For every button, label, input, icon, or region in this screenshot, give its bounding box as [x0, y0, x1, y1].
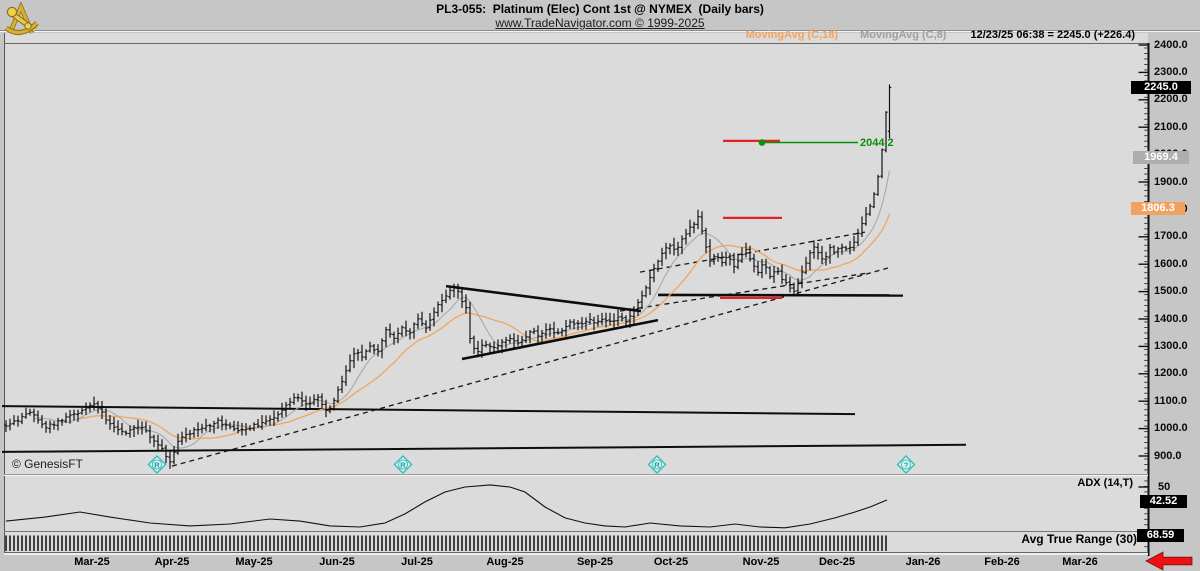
- ma18-legend-label[interactable]: MovingAvg (C,18): [745, 29, 839, 41]
- month-label-Mar-25: Mar-25: [74, 556, 110, 568]
- month-label-Jun-25: Jun-25: [319, 556, 355, 568]
- month-label-Aug-25: Aug-25: [486, 556, 524, 568]
- pattern-marker-R[interactable]: R: [647, 455, 667, 474]
- green-target-dot: [758, 139, 766, 146]
- month-label-Mar-26: Mar-26: [1062, 556, 1098, 568]
- ohlc-bars: [4, 84, 892, 469]
- genesis-watermark: © GenesisFT: [12, 457, 83, 471]
- ma8-value-badge: 1969.4: [1133, 151, 1189, 164]
- month-label-Jan-26: Jan-26: [905, 556, 941, 568]
- atr-histogram: [5, 535, 887, 551]
- header-divider-light: [0, 31, 1200, 32]
- price-axis-tick-1700.0: 1700.0: [1154, 230, 1188, 243]
- atr-value-badge: 68.59: [1137, 529, 1184, 542]
- genesis-sextant-logo-icon: [4, 2, 39, 35]
- svg-text:R: R: [654, 460, 660, 469]
- price-axis-tick-1300.0: 1300.0: [1154, 339, 1188, 352]
- atr-panel-label: Avg True Range (30): [1021, 532, 1137, 546]
- month-label-May-25: May-25: [235, 556, 273, 568]
- month-label-Jul-25: Jul-25: [401, 556, 433, 568]
- ma8-line: [33, 170, 891, 449]
- price-axis-tick-1400.0: 1400.0: [1154, 312, 1188, 325]
- chart-plot-background: [4, 33, 1148, 552]
- price-axis-tick-1000.0: 1000.0: [1154, 422, 1188, 435]
- month-label-Oct-25: Oct-25: [653, 556, 689, 568]
- scroll-left-arrow-icon[interactable]: [1143, 551, 1195, 571]
- adx-value-badge: 42.52: [1140, 495, 1187, 508]
- price-axis-tick-1600.0: 1600.0: [1154, 257, 1188, 270]
- price-axis-tick-2100.0: 2100.0: [1154, 120, 1188, 133]
- last-quote-text: 12/23/25 06:38 = 2245.0 (+226.4): [970, 29, 1135, 41]
- pattern-markers: R R R?: [147, 455, 916, 474]
- indicator-legend: MovingAvg (C,18) MovingAvg (C,8) 12/23/25 …: [560, 29, 1135, 41]
- month-label-Apr-25: Apr-25: [154, 556, 190, 568]
- adx-50-tick-label: 50: [1158, 481, 1171, 493]
- support-resistance-lines: [1, 284, 967, 453]
- svg-text:R: R: [154, 460, 160, 469]
- website-link[interactable]: www.TradeNavigator.com © 1999-2025: [495, 16, 705, 30]
- header-divider-dark: [0, 30, 1200, 31]
- month-label-Nov-25: Nov-25: [742, 556, 780, 568]
- ma8-legend-label[interactable]: MovingAvg (C,8): [860, 29, 947, 41]
- price-axis-tick-2200.0: 2200.0: [1154, 93, 1188, 106]
- price-axis-tick-1100.0: 1100.0: [1154, 394, 1188, 407]
- svg-text:?: ?: [904, 460, 909, 469]
- chart-title: PL3-055: Platinum (Elec) Cont 1st @ NYME…: [436, 2, 764, 16]
- month-label-Feb-26: Feb-26: [984, 556, 1020, 568]
- price-axis-tick-1500.0: 1500.0: [1154, 285, 1188, 298]
- red-level-lines: [720, 139, 782, 300]
- pattern-marker-?[interactable]: ?: [896, 455, 916, 474]
- adx-line: [5, 484, 888, 529]
- price-axis-tick-900.0: 900.0: [1154, 449, 1182, 462]
- ma18-line: [73, 213, 891, 440]
- price-axis-tick-1200.0: 1200.0: [1154, 367, 1188, 380]
- adx-panel-label: ADX (14,T): [1077, 477, 1133, 489]
- price-axis-tick-2400.0: 2400.0: [1154, 38, 1188, 51]
- ma18-value-badge: 1806.3: [1131, 202, 1185, 215]
- dashed-trendlines: [171, 231, 889, 467]
- last-price-badge: 2245.0: [1131, 81, 1191, 94]
- pattern-marker-R[interactable]: R: [393, 455, 413, 474]
- month-label-Sep-25: Sep-25: [576, 556, 614, 568]
- pattern-marker-R[interactable]: R: [147, 455, 167, 474]
- price-annotation-2044: 2044.2: [860, 137, 894, 149]
- price-axis-tick-1900.0: 1900.0: [1154, 175, 1188, 188]
- svg-text:R: R: [400, 460, 406, 469]
- price-axis-tick-2300.0: 2300.0: [1154, 65, 1188, 78]
- month-label-Dec-25: Dec-25: [818, 556, 856, 568]
